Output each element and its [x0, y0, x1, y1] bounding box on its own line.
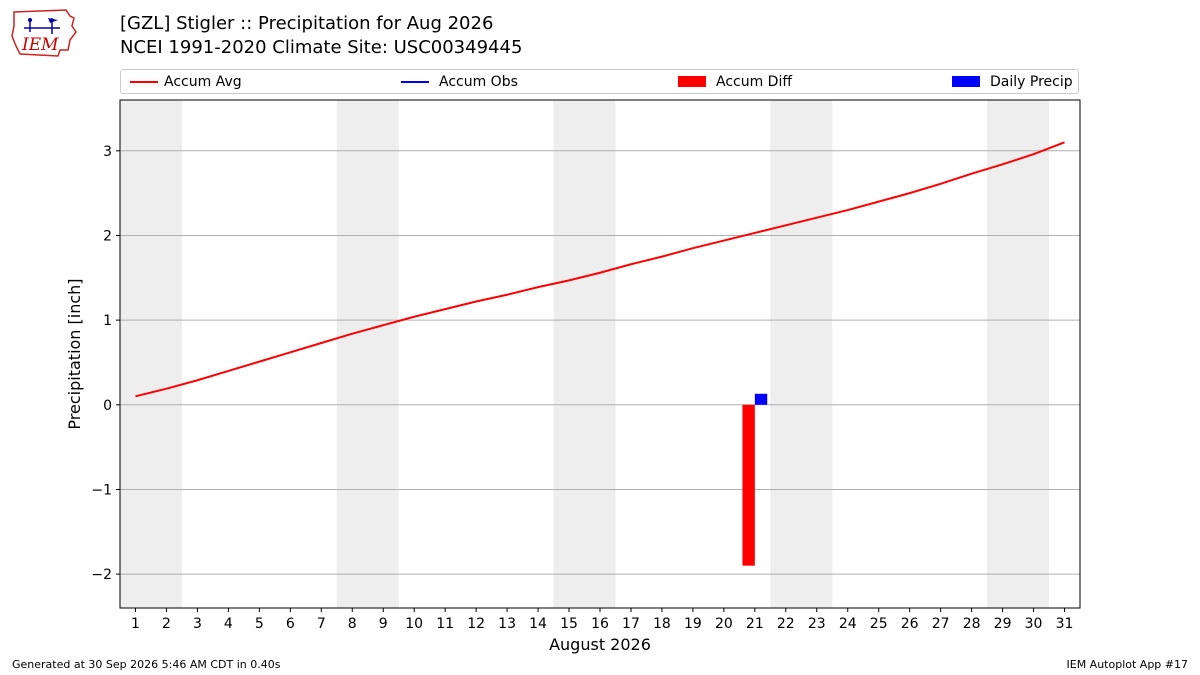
x-tick-label: 3: [193, 616, 202, 632]
legend-label-accum-obs: Accum Obs: [439, 74, 518, 90]
legend: Accum Avg Accum Obs Accum Diff Daily Pre…: [120, 69, 1079, 94]
line-series: [135, 141, 1065, 398]
x-tick-label: 5: [255, 616, 264, 632]
x-tick-label: 2: [162, 616, 171, 632]
x-tick-label: 17: [622, 616, 640, 632]
x-tick-label: 30: [1025, 616, 1043, 632]
footer-app: IEM Autoplot App #17: [1066, 658, 1189, 671]
x-tick-label: 23: [808, 616, 826, 632]
footer-generated: Generated at 30 Sep 2026 5:46 AM CDT in …: [12, 658, 281, 671]
x-tick-label: 9: [379, 616, 388, 632]
x-tick-label: 1: [131, 616, 140, 632]
x-tick-label: 13: [498, 616, 516, 632]
weekend-band-3: [770, 100, 833, 608]
bar-series: [742, 393, 768, 566]
legend-swatch-accum-obs: [401, 81, 429, 83]
x-tick-label: 12: [467, 616, 485, 632]
x-tick-label: 26: [901, 616, 919, 632]
weekend-band-0: [120, 100, 182, 608]
x-tick-label: 10: [405, 616, 423, 632]
legend-swatch-accum-diff: [678, 76, 706, 87]
x-tick-label: 27: [932, 616, 950, 632]
iem-logo: IEM: [8, 6, 80, 58]
x-tick-label: 11: [436, 616, 454, 632]
daily-precip-bar: [754, 393, 768, 405]
chart-subtitle: NCEI 1991-2020 Climate Site: USC00349445: [120, 37, 523, 58]
x-tick-label: 20: [715, 616, 733, 632]
x-tick-label: 31: [1056, 616, 1074, 632]
x-tick-label: 29: [994, 616, 1012, 632]
legend-swatch-accum-avg: [130, 81, 158, 83]
weekend-band-2: [553, 100, 616, 608]
y-tick-label: −2: [91, 567, 112, 583]
y-tick-label: 1: [103, 313, 112, 329]
x-tick-label: 16: [591, 616, 609, 632]
x-tick-label: 4: [224, 616, 233, 632]
y-tick-label: 0: [103, 398, 112, 414]
grid-lines: [120, 150, 1080, 575]
x-tick-label: 6: [286, 616, 295, 632]
x-tick-label: 19: [684, 616, 702, 632]
legend-label-accum-diff: Accum Diff: [716, 74, 793, 90]
weekend-band-4: [987, 100, 1050, 608]
x-tick-label: 15: [560, 616, 578, 632]
x-axis-label: August 2026: [549, 635, 651, 654]
x-tick-label: 28: [963, 616, 981, 632]
accum-diff-bar: [742, 404, 755, 566]
x-tick-label: 25: [870, 616, 888, 632]
y-tick-label: 3: [103, 144, 112, 160]
y-axis-label: Precipitation [inch]: [65, 278, 84, 429]
y-axis-ticks: −2 −1 0 1 2 3: [91, 144, 120, 583]
chart-title: [GZL] Stigler :: Precipitation for Aug 2…: [120, 13, 494, 34]
y-tick-label: −1: [91, 482, 112, 498]
x-tick-label: 21: [746, 616, 764, 632]
x-tick-label: 22: [777, 616, 795, 632]
weekend-bands: [120, 100, 1050, 608]
x-tick-label: 8: [348, 616, 357, 632]
legend-swatch-daily-precip: [952, 76, 980, 87]
legend-label-accum-avg: Accum Avg: [164, 74, 242, 90]
x-tick-label: 14: [529, 616, 547, 632]
accum-avg-line: [135, 141, 1065, 398]
x-tick-label: 18: [653, 616, 671, 632]
y-tick-label: 2: [103, 228, 112, 244]
x-tick-label: 7: [317, 616, 326, 632]
legend-label-daily-precip: Daily Precip: [990, 74, 1073, 90]
x-tick-label: 24: [839, 616, 857, 632]
logo-text: IEM: [21, 35, 59, 55]
weekend-band-1: [336, 100, 399, 608]
x-axis-ticks: 1 2 3 4 5 6 7 8 9 10 11 12 13 14 15 16 17 18 19 20 21 22 23 24 2…: [131, 608, 1073, 632]
